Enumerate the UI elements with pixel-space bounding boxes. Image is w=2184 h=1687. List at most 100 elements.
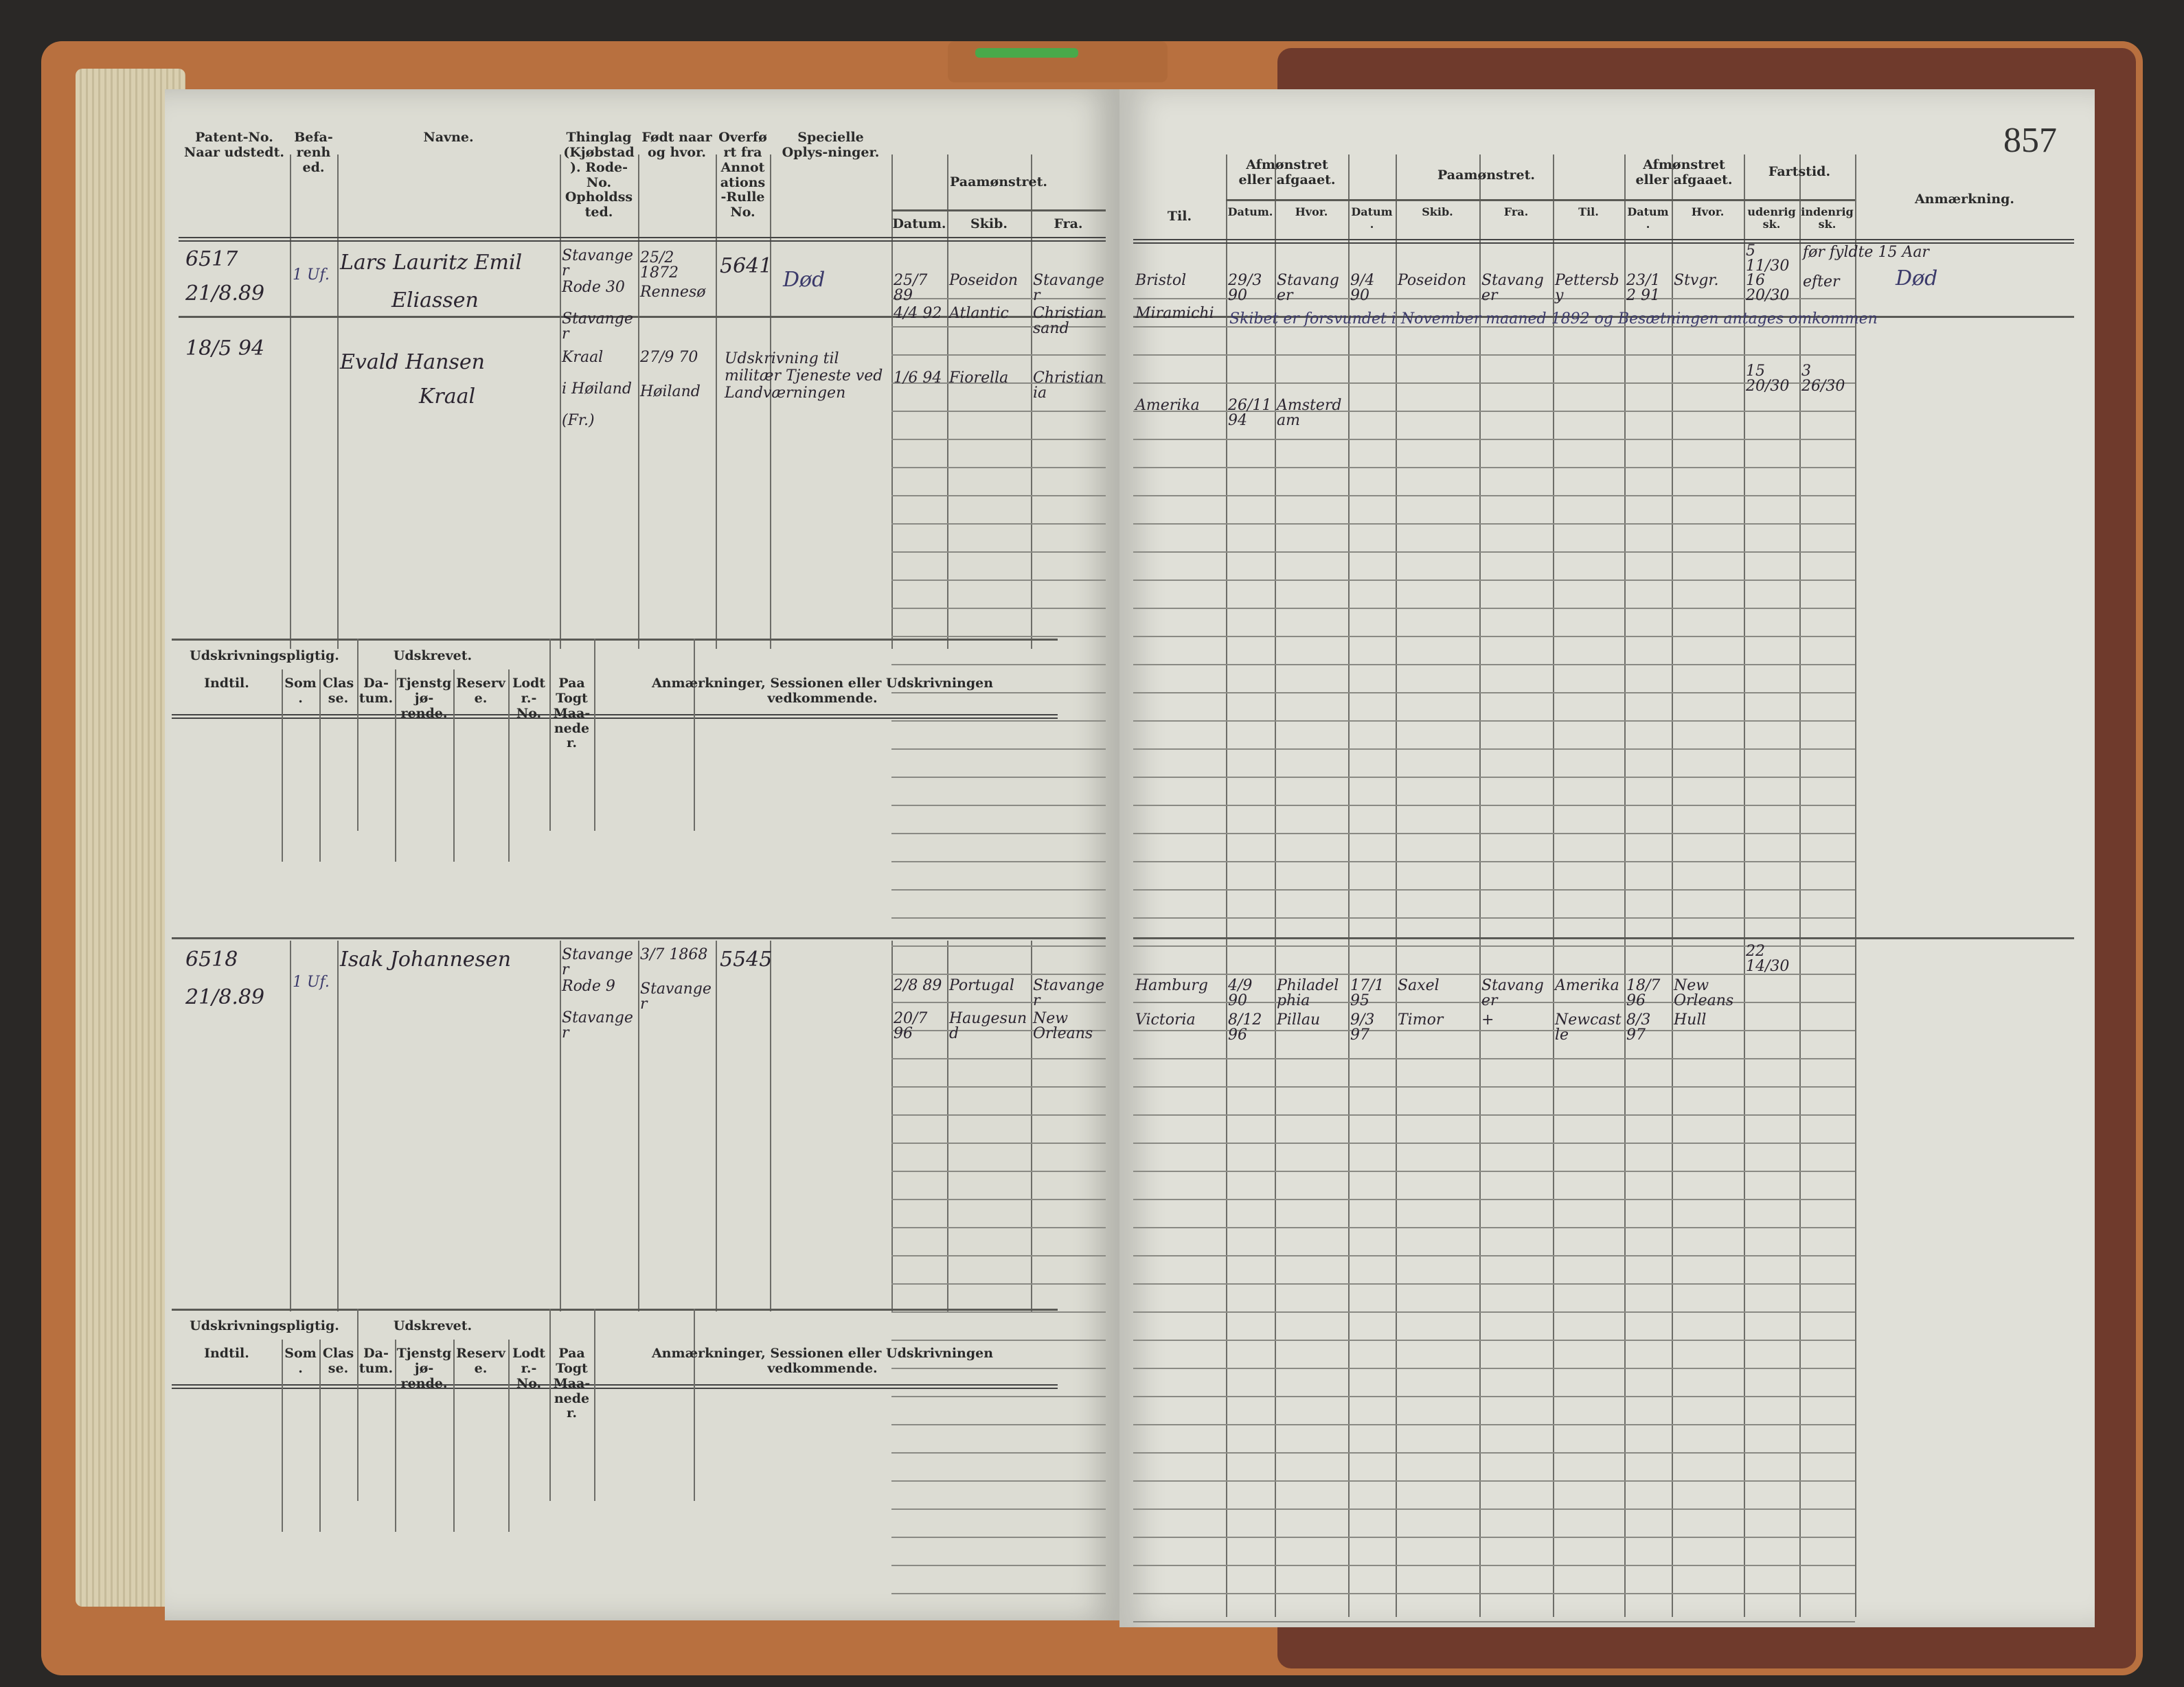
remark-dod: Død — [1896, 266, 1938, 290]
residence: (Fr.) — [562, 412, 595, 429]
fartstid-udenrigs: 22 14/30 — [1746, 943, 1790, 975]
sub1-indtil: Indtil. — [204, 676, 249, 691]
residence: Kraal — [562, 349, 604, 366]
header-hvor2: Hvor. — [1691, 205, 1725, 218]
sub2-top-rule — [172, 1309, 1058, 1311]
sub1-bottom-rule — [172, 714, 1058, 719]
header-indenrigsk: indenrigsk. — [1801, 205, 1854, 231]
residence: i Høiland — [562, 380, 632, 398]
header-paamonstret: Paamønstret. — [950, 174, 1047, 190]
header-afmonstret: Afmønstret eller afgaaet. — [1238, 157, 1336, 187]
entry-separator — [172, 937, 1106, 939]
fartstid-total: 15 20/30 — [1746, 363, 1790, 395]
right-cell: Amerika — [1135, 397, 1200, 414]
fartstid-udenrigs: 5 11/30 — [1746, 242, 1790, 275]
column-divider — [716, 941, 717, 1311]
right-cell: Timor — [1398, 1011, 1444, 1029]
paamonstret-ruling — [891, 271, 1106, 1620]
fartstid-total: 3 26/30 — [1801, 363, 1845, 395]
sub2-divider — [594, 1309, 595, 1501]
annotation-number: 5641 — [720, 254, 773, 278]
annotation-number: 5545 — [720, 948, 773, 972]
header-navne: Navne. — [423, 130, 474, 145]
sub2-divider — [508, 1340, 510, 1532]
remark: før fyldte 15 Aar — [1803, 244, 1929, 261]
column-divider — [638, 941, 639, 1311]
patent-number: 6518 — [185, 948, 238, 972]
right-cell: 18/7 96 — [1626, 977, 1661, 1009]
right-cell: 8/12 96 — [1228, 1011, 1262, 1044]
paamonstret-cell: 4/4 92 — [894, 305, 942, 322]
right-cell: Pillau — [1277, 1011, 1321, 1029]
right-cell: Philadelphia — [1277, 977, 1339, 1009]
sub2-divider — [453, 1340, 455, 1532]
right-cell: 29/3 90 — [1228, 272, 1262, 304]
birth: Rennesø — [640, 284, 706, 301]
issue-date: 18/5 94 — [185, 336, 265, 360]
right-cell: Stvgr. — [1674, 272, 1719, 289]
sub1-divider — [357, 639, 359, 831]
name: Evald Hansen — [340, 350, 485, 374]
header-datum: Datum. — [892, 216, 946, 231]
birth: Stavanger — [640, 980, 712, 1013]
right-cell: 9/3 97 — [1350, 1011, 1375, 1044]
entry-separator — [1133, 937, 2074, 939]
sub1-top-rule — [172, 639, 1058, 641]
sub1-som: Som. — [284, 676, 317, 706]
right-cell: Hamburg — [1135, 977, 1209, 994]
header-fra: Fra. — [1503, 205, 1529, 218]
row-rule — [179, 316, 1106, 318]
header-rule — [1226, 199, 1855, 201]
column-divider — [337, 941, 339, 1311]
column-divider — [290, 941, 291, 1311]
right-cell: Stavanger — [1277, 272, 1339, 304]
sub2-udskrevet: Udskrevet. — [393, 1318, 473, 1333]
right-cell: Victoria — [1135, 1011, 1196, 1029]
right-cell: 23/12 91 — [1626, 272, 1661, 304]
sub1-divider — [395, 669, 396, 862]
sub1-udskrevet: Udskrevet. — [393, 648, 473, 663]
table-ruling — [1133, 271, 1855, 1624]
header-paamonstret: Paamønstret. — [1437, 168, 1535, 183]
right-cell: Newcastle — [1555, 1011, 1622, 1044]
sub1-divider — [549, 639, 551, 831]
column-divider — [716, 154, 717, 649]
sub2-paa_togt: Paa Togt Maa-neder. — [553, 1346, 591, 1421]
header-fartstid: Fartstid. — [1768, 164, 1831, 179]
column-divider — [770, 941, 771, 1311]
birth: 3/7 1868 — [640, 946, 708, 963]
sub2-divider — [395, 1340, 396, 1532]
surname: Kraal — [419, 385, 476, 409]
destination: Miramichi — [1135, 305, 1214, 322]
column-divider — [770, 154, 771, 649]
birth: 25/2 1872 — [640, 249, 679, 282]
right-cell: 26/11 94 — [1228, 397, 1272, 429]
column-divider — [638, 154, 639, 649]
paamonstret-cell: New Orleans — [1033, 1010, 1093, 1042]
fartstid-udenrigs: 16 20/30 — [1746, 272, 1790, 304]
header-rule — [891, 209, 1106, 211]
sub1-paa_togt: Paa Togt Maa-neder. — [553, 676, 591, 751]
right-cell: Amsterdam — [1277, 397, 1342, 429]
header-befarenhed: Befa-renhed. — [294, 130, 333, 175]
sub1-divider — [282, 669, 283, 862]
sub2-divider — [357, 1309, 359, 1501]
sub2-divider — [549, 1309, 551, 1501]
residence: Rode 30 — [562, 279, 625, 296]
right-cell: 4/9 90 — [1228, 977, 1253, 1009]
issue-date: 21/8.89 — [185, 282, 265, 306]
paamonstret-cell: 20/7 96 — [894, 1010, 928, 1042]
residence: Rode 9 — [562, 978, 615, 995]
header-thinglag: Thinglag (Kjøbstad). Rode-No. Opholdsste… — [563, 130, 635, 220]
header-anmaerkning: Anmærkning. — [1914, 192, 2015, 207]
sub1-divider — [453, 669, 455, 862]
sub2-som: Som. — [284, 1346, 317, 1376]
sub2-indtil: Indtil. — [204, 1346, 249, 1361]
paamonstret-cell: Portugal — [949, 977, 1014, 994]
paamonstret-cell: 25/7 89 — [894, 272, 928, 304]
header-til2: Til. — [1578, 205, 1599, 218]
paamonstret-cell: 1/6 94 — [894, 369, 942, 387]
sub1-classe: Classe. — [322, 676, 354, 706]
right-cell: Stavanger — [1481, 272, 1544, 304]
sub2-bottom-rule — [172, 1384, 1058, 1389]
